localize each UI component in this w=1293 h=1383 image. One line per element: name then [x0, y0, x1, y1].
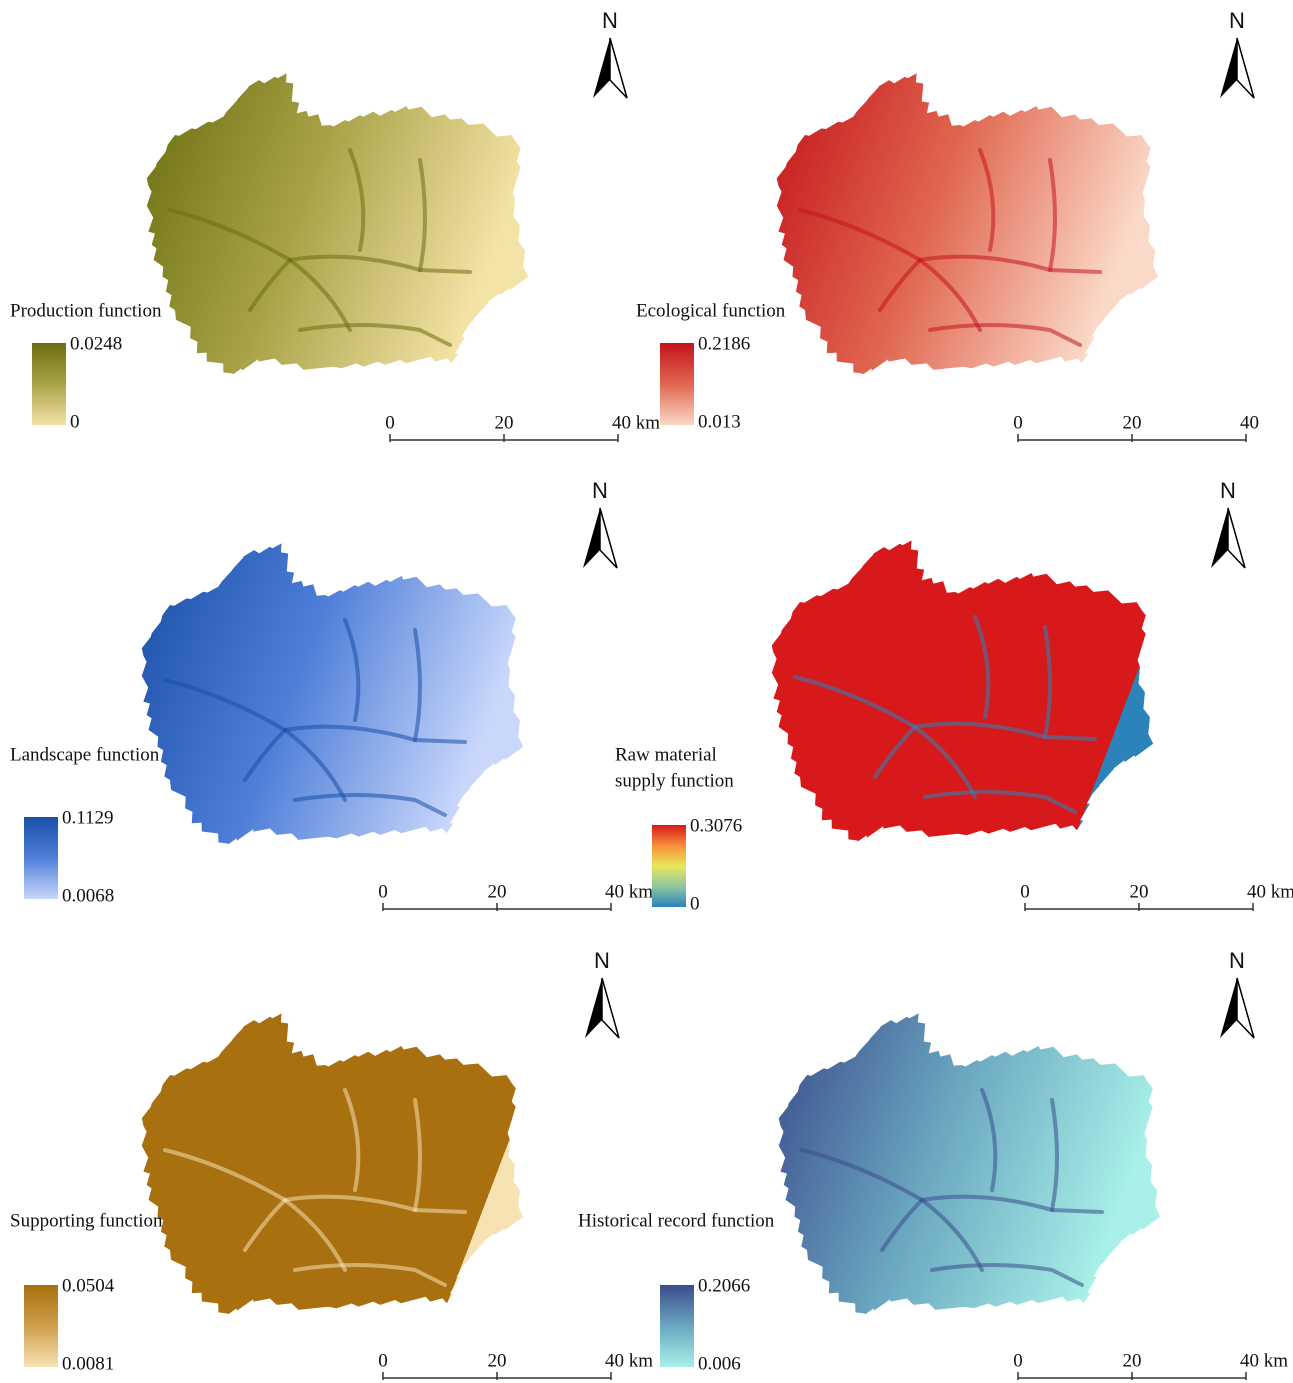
legend-min: 0.0081	[62, 1353, 114, 1374]
legend-min: 0.013	[698, 411, 741, 432]
north-label: N	[1220, 478, 1236, 503]
legend-ramp	[652, 825, 686, 907]
legend-ramp	[24, 817, 58, 899]
legend-max: 0.1129	[62, 807, 114, 828]
north-arrow	[600, 508, 617, 568]
north-label: N	[592, 478, 608, 503]
scale-label: 40 km	[1247, 881, 1293, 902]
north-arrow	[602, 978, 619, 1038]
legend-ramp	[24, 1285, 58, 1367]
legend-max: 0.0248	[70, 333, 122, 354]
panel: Landscape function 0.1129 0.0068 0 20 40 km N	[10, 478, 653, 911]
scale-label: 0	[1020, 881, 1030, 902]
scale-label: 20	[1123, 1350, 1142, 1371]
legend-max: 0.0504	[62, 1275, 115, 1296]
panel: Ecological function 0.2186 0.013 0 20 40 N	[636, 8, 1259, 442]
map	[147, 73, 528, 374]
scale-label: 0	[1013, 1350, 1023, 1371]
north-arrow	[1237, 978, 1254, 1038]
north-arrow	[583, 508, 600, 568]
scale-label: 20	[488, 881, 507, 902]
map-area	[779, 1013, 1160, 1314]
scale-label: 0	[378, 1350, 388, 1371]
map	[142, 1013, 523, 1314]
legend-min: 0.006	[698, 1353, 741, 1374]
legend-max: 0.2066	[698, 1275, 750, 1296]
map	[142, 543, 523, 844]
north-arrow	[1220, 978, 1237, 1038]
panel-title: Landscape function	[10, 744, 160, 765]
map-area	[777, 73, 1158, 374]
scale-label: 0	[378, 881, 388, 902]
map	[772, 540, 1153, 841]
map-area	[142, 543, 523, 844]
panel-title: supply function	[615, 770, 734, 791]
north-arrow	[1228, 508, 1245, 568]
panel: Raw material supply function 0.3076 0 0 20 40 …	[615, 478, 1293, 915]
scale-label: 40	[1240, 412, 1259, 433]
map	[777, 73, 1158, 374]
north-label: N	[1229, 8, 1245, 33]
legend-ramp	[660, 1285, 694, 1367]
map-area	[772, 540, 1153, 841]
map	[779, 1013, 1160, 1314]
scale-label: 20	[1123, 412, 1142, 433]
panel-title: Supporting function	[10, 1210, 163, 1231]
scale-label: 20	[1130, 881, 1149, 902]
scale-label: 40 km	[605, 1350, 653, 1371]
legend-ramp	[660, 343, 694, 425]
legend-max: 0.2186	[698, 333, 750, 354]
panel: Supporting function 0.0504 0.0081 0 20 40 km N	[10, 948, 653, 1380]
north-arrow	[610, 38, 627, 98]
scale-label: 40 km	[612, 412, 660, 433]
north-label: N	[1229, 948, 1245, 973]
scale-label: 0	[385, 412, 395, 433]
map-area	[142, 1013, 523, 1314]
legend-min: 0.0068	[62, 885, 114, 906]
north-arrow	[585, 978, 602, 1038]
scale-label: 20	[488, 1350, 507, 1371]
north-arrow	[1237, 38, 1254, 98]
panel-title: Raw material	[615, 744, 717, 765]
panel: Production function 0.0248 0 0 20 40 km N	[10, 8, 660, 442]
panel: Historical record function 0.2066 0.006 0 20…	[578, 948, 1288, 1380]
legend-min: 0	[690, 893, 700, 914]
north-label: N	[594, 948, 610, 973]
scale-label: 0	[1013, 412, 1023, 433]
north-arrow	[1211, 508, 1228, 568]
map-area	[147, 73, 528, 374]
panel-title: Production function	[10, 300, 162, 321]
scale-label: 20	[495, 412, 514, 433]
panel-title: Historical record function	[578, 1210, 775, 1231]
north-arrow	[1220, 38, 1237, 98]
north-label: N	[602, 8, 618, 33]
scale-label: 40 km	[605, 881, 653, 902]
panel-title: Ecological function	[636, 300, 786, 321]
legend-max: 0.3076	[690, 815, 742, 836]
legend-min: 0	[70, 411, 80, 432]
figure: Production function0.0248002040 kmNEcolo…	[0, 0, 1293, 1383]
scale-label: 40 km	[1240, 1350, 1288, 1371]
legend-ramp	[32, 343, 66, 425]
north-arrow	[593, 38, 610, 98]
